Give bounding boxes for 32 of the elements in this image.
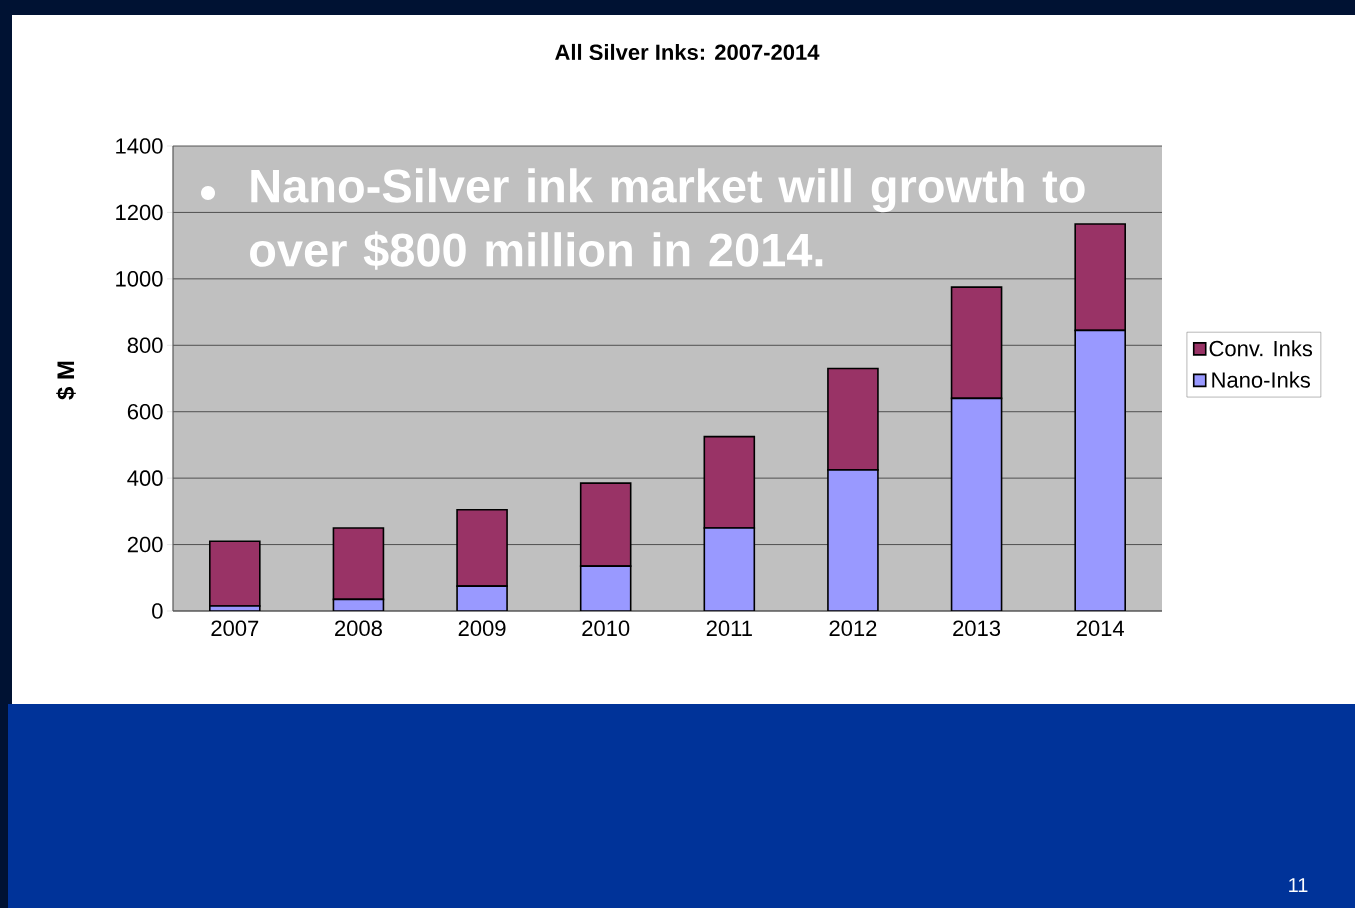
bar: [703, 527, 756, 611]
x-tick-label: 2007: [211, 620, 259, 637]
y-tick-label: 1400: [116, 138, 163, 154]
bar: [579, 565, 632, 611]
x-tick-label: 2010: [582, 620, 630, 637]
x-tick-label: 2013: [953, 620, 1001, 637]
bar: [950, 397, 1003, 611]
y-tick-label: 1000: [116, 271, 163, 287]
bar: [332, 527, 385, 601]
annotation: Nano-Silver ink market will growth to over $800 million in 2014.: [250, 168, 1085, 270]
bar: [579, 482, 632, 567]
legend-label: Conv. Inks: [1209, 340, 1313, 357]
y-tick-label: 200: [127, 536, 163, 553]
y-tick-label: 600: [127, 403, 163, 420]
bar: [1074, 329, 1126, 611]
x-tick-label: 2009: [458, 620, 506, 637]
x-tick-label: 2008: [335, 620, 382, 637]
bar: [827, 469, 879, 611]
bar: [456, 508, 508, 587]
x-tick-label: 2012: [829, 620, 877, 637]
y-tick-label: 0: [152, 603, 163, 619]
y-tick-label: 400: [127, 470, 163, 486]
x-tick-label: 2011: [706, 620, 752, 637]
chart-title: All Silver Inks: 2007-2014: [555, 43, 820, 61]
text: 11: [1289, 878, 1308, 892]
y-axis-title: $ M: [56, 361, 76, 400]
y-tick-label: 800: [127, 337, 163, 354]
bar: [703, 435, 756, 529]
x-tick-label: 2014: [1076, 620, 1124, 637]
bar: [827, 367, 879, 471]
legend-label: Nano-Inks: [1212, 371, 1311, 388]
y-tick-label: 1200: [116, 204, 163, 221]
